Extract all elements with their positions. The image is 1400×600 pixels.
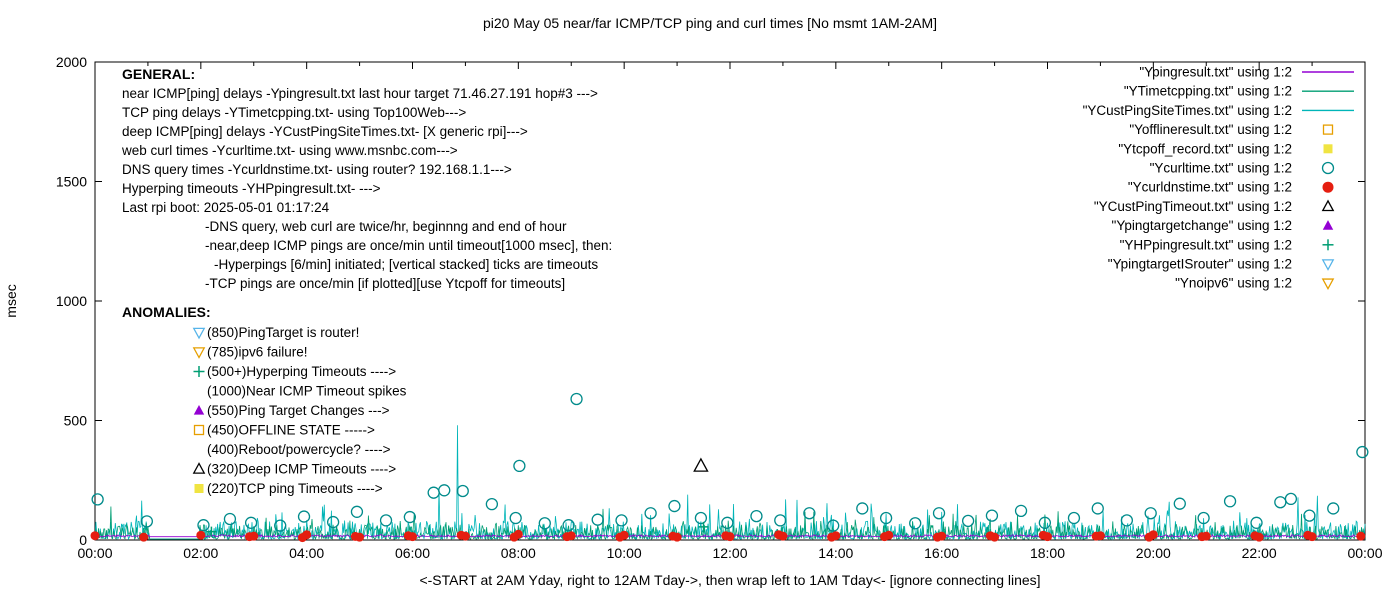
x-tick-label: 10:00: [607, 545, 642, 561]
y-tick-label: 2000: [56, 54, 87, 70]
legend-label: "Ypingresult.txt" using 1:2: [1139, 65, 1292, 80]
legend-label: "YCustPingSiteTimes.txt" using 1:2: [1083, 103, 1292, 118]
legend-label: "YHPpingresult.txt" using 1:2: [1120, 237, 1292, 252]
legend-label: "Ycurldnstime.txt" using 1:2: [1128, 180, 1292, 195]
tri-down-open-icon: [192, 327, 206, 340]
legend-marker-tri-down-open: [1321, 259, 1335, 271]
legend-marker-square-open: [1322, 124, 1334, 135]
y-tick-label: 1500: [56, 174, 87, 190]
x-tick-label: 02:00: [183, 545, 218, 561]
anomaly-line: (550)Ping Target Changes --->: [207, 403, 390, 418]
legend-label: "Ynoipv6" using 1:2: [1175, 276, 1292, 291]
y-tick-label: 1000: [56, 293, 87, 309]
y-axis-label: msec: [3, 284, 19, 317]
legend-label: "YCustPingTimeout.txt" using 1:2: [1094, 199, 1292, 214]
chart-title: pi20 May 05 near/far ICMP/TCP ping and c…: [483, 15, 937, 31]
legend-marker-plus: [1322, 239, 1334, 251]
square-open-icon: [193, 424, 205, 436]
marker-series: [90, 392, 1369, 543]
legend-label: "YpingtargetISrouter" using 1:2: [1108, 257, 1292, 272]
series-YCustPingTimeout: [693, 457, 709, 472]
anomaly-line: (850)PingTarget is router!: [207, 325, 359, 340]
anomaly-line: (500+)Hyperping Timeouts ---->: [207, 364, 396, 379]
x-tick-label: 12:00: [712, 545, 747, 561]
legend: "Ypingresult.txt" using 1:2 "YTimetcpping…: [1083, 65, 1354, 291]
general-header: GENERAL:: [122, 66, 195, 82]
general-line: -DNS query, web curl are twice/hr, begin…: [205, 219, 567, 234]
tri-down-open-icon: [192, 347, 206, 359]
x-tick-label: 20:00: [1136, 545, 1171, 561]
general-line: near ICMP[ping] delays -Ypingresult.txt …: [122, 86, 598, 101]
x-tick-label: 14:00: [818, 545, 853, 561]
y-tick-label: 0: [79, 532, 87, 548]
x-tick-label: 22:00: [1242, 545, 1277, 561]
anomaly-line: (785)ipv6 failure!: [207, 345, 308, 360]
x-tick-label: 16:00: [924, 545, 959, 561]
legend-label: "YTimetcpping.txt" using 1:2: [1124, 84, 1292, 99]
anomalies-header: ANOMALIES:: [122, 304, 211, 320]
anomaly-line: (1000)Near ICMP Timeout spikes: [207, 384, 407, 399]
series-Ycurltime: [91, 392, 1369, 532]
annotations: GENERAL: near ICMP[ping] delays -Ypingres…: [121, 66, 612, 496]
anomaly-line: (400)Reboot/powercycle? ---->: [207, 442, 391, 457]
legend-marker-tri-up-open: [1321, 199, 1335, 212]
general-line: Last rpi boot: 2025-05-01 01:17:24: [122, 200, 330, 215]
x-tick-label: 00:00: [1347, 545, 1382, 561]
legend-marker-circle-open: [1321, 161, 1335, 175]
series-YHPpingresult: [206, 521, 709, 537]
series-Ycurldnstime: [90, 529, 1366, 543]
x-axis-label: <-START at 2AM Yday, right to 12AM Tday-…: [419, 572, 1040, 588]
plus-icon: [193, 366, 205, 377]
anomaly-line: (320)Deep ICMP Timeouts ---->: [207, 462, 396, 477]
legend-marker-square-filled: [1323, 144, 1333, 154]
legend-label: "Ycurltime.txt" using 1:2: [1150, 161, 1292, 176]
general-line: -near,deep ICMP pings are once/min until…: [205, 238, 612, 253]
legend-label: "Yofflineresult.txt" using 1:2: [1129, 122, 1292, 137]
y-tick-label: 500: [64, 413, 88, 429]
legend-marker-tri-down-open: [1321, 278, 1335, 291]
x-tick-label: 08:00: [501, 545, 536, 561]
x-tick-label: 00:00: [77, 545, 112, 561]
anomaly-line: (220)TCP ping Timeouts ---->: [207, 481, 383, 496]
general-line: -Hyperpings [6/min] initiated; [vertical…: [214, 257, 598, 272]
x-tick-label: 06:00: [395, 545, 430, 561]
x-tick-label: 04:00: [289, 545, 324, 561]
tri-up-filled-icon: [193, 405, 205, 415]
general-line: web curl times -Ycurltime.txt- using www…: [121, 143, 458, 158]
legend-marker-circle-filled: [1322, 181, 1334, 193]
legend-label: "Ypingtargetchange" using 1:2: [1112, 218, 1292, 233]
legend-label: "Ytcpoff_record.txt" using 1:2: [1118, 141, 1292, 156]
general-line: Hyperping timeouts -YHPpingresult.txt- -…: [122, 181, 381, 196]
general-line: TCP ping delays -YTimetcpping.txt- using…: [122, 105, 466, 120]
general-line: -TCP pings are once/min [if plotted][use…: [205, 276, 565, 291]
general-line: deep ICMP[ping] delays -YCustPingSiteTim…: [122, 124, 528, 139]
general-line: DNS query times -Ycurldnstime.txt- using…: [122, 162, 512, 177]
square-filled-icon: [194, 484, 204, 493]
legend-marker-tri-up-filled: [1322, 220, 1334, 230]
anomaly-line: (450)OFFLINE STATE ----->: [207, 423, 375, 438]
x-tick-label: 18:00: [1030, 545, 1065, 561]
tri-up-open-icon: [192, 462, 206, 474]
